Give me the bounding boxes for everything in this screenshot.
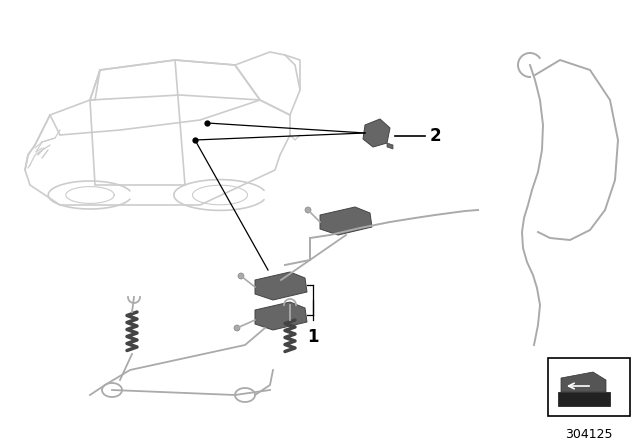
Text: 304125: 304125	[565, 428, 612, 441]
Circle shape	[305, 207, 311, 213]
Circle shape	[234, 325, 240, 331]
Circle shape	[238, 273, 244, 279]
Text: 2: 2	[430, 127, 442, 145]
Polygon shape	[320, 207, 372, 235]
Bar	[558, 392, 610, 406]
Polygon shape	[363, 119, 390, 147]
Bar	[548, 358, 630, 416]
Polygon shape	[255, 272, 307, 300]
Polygon shape	[561, 372, 606, 392]
Polygon shape	[387, 143, 393, 149]
Text: 1: 1	[307, 328, 319, 346]
Polygon shape	[255, 302, 307, 330]
